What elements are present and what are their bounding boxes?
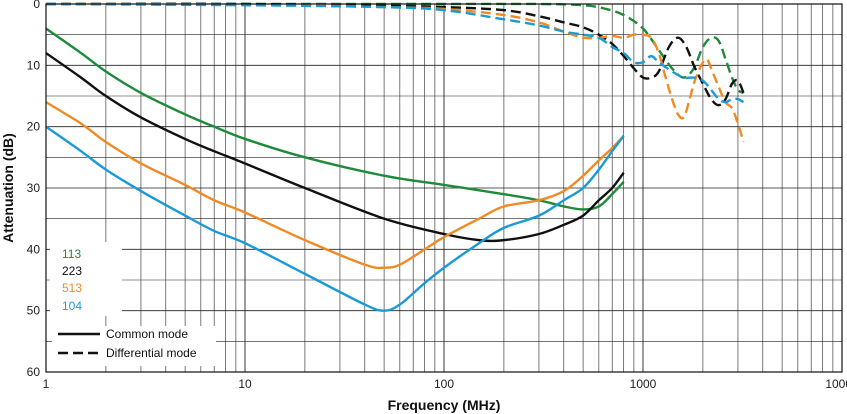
legend-part-113: 113 [62, 247, 81, 261]
series-113-common-line [45, 27, 625, 211]
x-tick-label: 10 [238, 377, 252, 391]
series-513-differential-line [45, 2, 745, 143]
x-tick-label: 10000 [825, 377, 847, 391]
tick-labels: 1 10 100 1000 10000 0 10 20 30 40 50 60 [27, 0, 847, 391]
x-tick-label: 1 [43, 377, 50, 391]
series-223-common-line [45, 52, 625, 243]
plot-frame [45, 3, 843, 373]
series-513-common-line [45, 101, 625, 270]
y-tick-label: 30 [27, 181, 41, 195]
y-tick-label: 60 [27, 365, 41, 379]
y-tick-label: 20 [27, 120, 41, 134]
y-axis-title: Attenuation (dB) [0, 133, 16, 243]
series-223-differential-line [45, 2, 745, 107]
x-tick-label: 100 [434, 377, 454, 391]
legend-part-104: 104 [62, 299, 82, 313]
legend-mode-label: Differential mode [106, 346, 197, 360]
legend-background [50, 242, 122, 316]
series-104-common-line [45, 125, 625, 312]
legend-mode-background [52, 326, 216, 366]
legend: 113 223 513 104 Common mode Differential mode [50, 242, 216, 366]
x-tick-label: 1000 [630, 377, 657, 391]
legend-part-513: 513 [62, 281, 82, 295]
y-tick-label: 50 [27, 304, 41, 318]
y-tick-label: 40 [27, 242, 41, 256]
y-tick-label: 0 [33, 0, 40, 11]
legend-mode-label: Common mode [106, 327, 188, 341]
x-axis-title: Frequency (MHz) [388, 397, 501, 413]
legend-part-223: 223 [62, 264, 82, 278]
y-tick-label: 10 [27, 58, 41, 72]
series-group [45, 2, 745, 312]
series-104-differential-line [45, 2, 745, 104]
